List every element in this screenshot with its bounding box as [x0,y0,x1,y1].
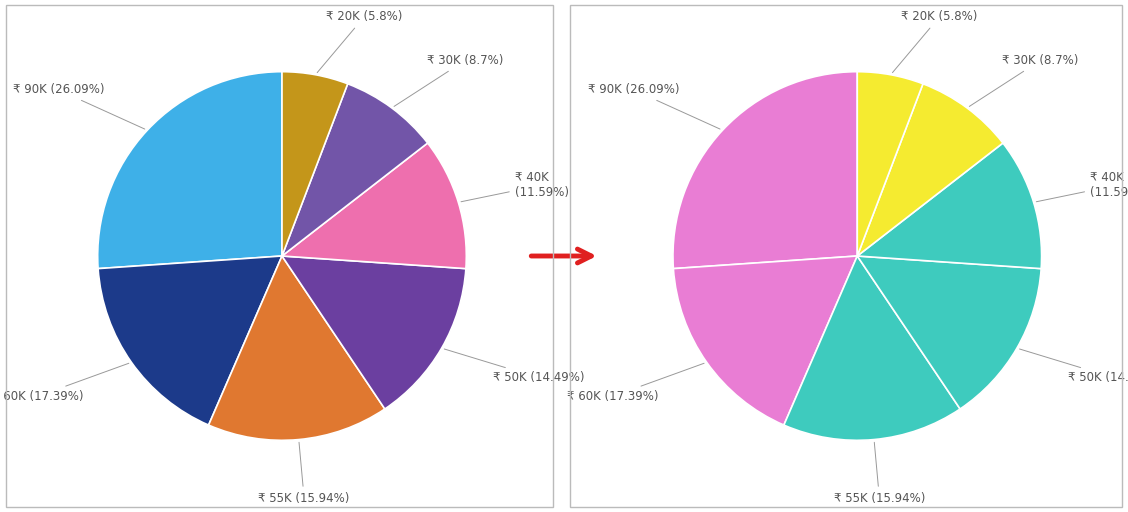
Wedge shape [209,256,385,440]
Wedge shape [673,256,857,425]
Wedge shape [857,72,923,256]
Text: ₹ 40K
(11.59%): ₹ 40K (11.59%) [1037,171,1128,202]
Wedge shape [857,256,1041,409]
Text: ₹ 20K (5.8%): ₹ 20K (5.8%) [892,10,978,73]
Wedge shape [282,72,347,256]
Wedge shape [784,256,960,440]
Wedge shape [98,72,282,269]
Text: ₹ 60K (17.39%): ₹ 60K (17.39%) [567,363,704,403]
Wedge shape [673,72,857,269]
Text: ₹ 60K (17.39%): ₹ 60K (17.39%) [0,363,129,403]
Text: ₹ 30K (8.7%): ₹ 30K (8.7%) [969,54,1078,106]
Wedge shape [98,256,282,425]
Wedge shape [282,84,428,256]
Text: ₹ 50K (14.49%): ₹ 50K (14.49%) [1020,349,1128,384]
Text: ₹ 20K (5.8%): ₹ 20K (5.8%) [317,10,403,73]
Wedge shape [282,256,466,409]
Text: ₹ 55K (15.94%): ₹ 55K (15.94%) [258,442,350,505]
Wedge shape [282,143,466,269]
Text: ₹ 30K (8.7%): ₹ 30K (8.7%) [394,54,503,106]
Text: ₹ 55K (15.94%): ₹ 55K (15.94%) [834,442,925,505]
Text: ₹ 50K (14.49%): ₹ 50K (14.49%) [444,349,584,384]
Text: ₹ 90K (26.09%): ₹ 90K (26.09%) [12,83,144,129]
Wedge shape [857,84,1003,256]
Text: ₹ 90K (26.09%): ₹ 90K (26.09%) [588,83,720,129]
Text: ₹ 40K
(11.59%): ₹ 40K (11.59%) [461,171,569,202]
Wedge shape [857,143,1041,269]
